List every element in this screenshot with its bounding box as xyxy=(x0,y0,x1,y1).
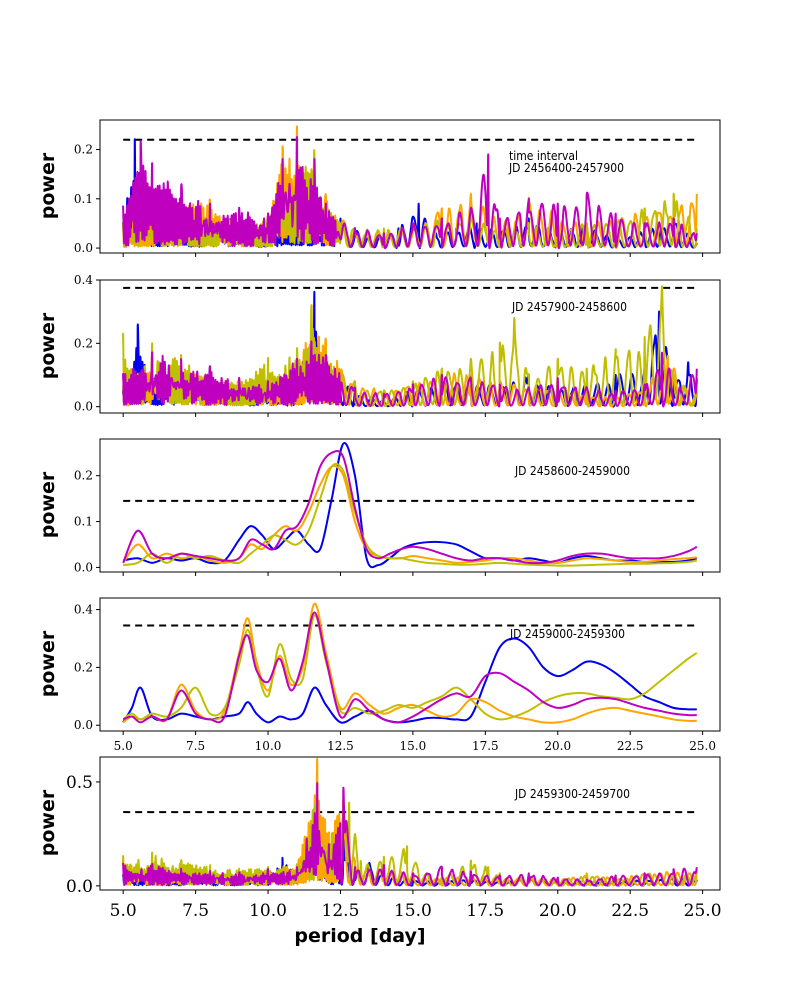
y-tick-label: 0.4 xyxy=(74,273,93,287)
y-tick-label: 0.4 xyxy=(74,603,93,617)
y-tick-label: 0.1 xyxy=(74,515,93,529)
axes-frame xyxy=(99,119,721,254)
x-tick-label: 12.5 xyxy=(322,901,360,921)
panel-annotation: JD 2457900-2458600 xyxy=(511,300,627,314)
x-tick-label: 15.0 xyxy=(394,901,432,921)
x-tick-label: 5.0 xyxy=(110,901,137,921)
y-tick-label: 0.0 xyxy=(74,718,93,732)
panel-annotation: JD 2459000-2459300 xyxy=(509,627,625,641)
panel-annotation: JD 2459300-2459700 xyxy=(514,787,630,801)
y-tick-label: 0.5 xyxy=(66,773,93,793)
series-blue xyxy=(122,442,698,569)
panel-5: 0.0 0.5 5.0 7.5 10.0 12.5 15.0 17.5 20.0 22.5 25.0… xyxy=(37,756,722,947)
series-group xyxy=(122,285,698,408)
series-olive xyxy=(122,614,698,721)
y-tick-label: 0.2 xyxy=(74,336,93,350)
x-tick-label: 22.5 xyxy=(617,739,644,753)
x-tick-label: 25.0 xyxy=(684,901,722,921)
x-axis-label: period [day] xyxy=(294,925,425,947)
series-magenta xyxy=(122,611,697,724)
x-tick-label: 15.0 xyxy=(400,739,427,753)
axes-frame xyxy=(99,438,721,573)
series-group xyxy=(122,757,698,888)
x-tick-label: 20.0 xyxy=(539,901,577,921)
series-magenta xyxy=(122,340,698,408)
panel-4: 0.0 0.2 0.4 5.0 7.5 10.0 12.5 15.0 17.5 20.0 22.5 2… xyxy=(37,597,721,753)
series-group xyxy=(122,442,698,569)
series-magenta xyxy=(122,450,698,565)
y-tick-label: 0.0 xyxy=(74,560,93,574)
y-tick-label: 0.2 xyxy=(74,143,93,157)
series-magenta xyxy=(122,136,698,250)
axes-frame xyxy=(99,597,721,732)
panel-3: 0.0 0.1 0.2 power JD 2458600-2459000 xyxy=(37,438,721,576)
series-olive xyxy=(123,462,697,567)
y-tick-label: 0.0 xyxy=(74,400,93,414)
y-axis-label: power xyxy=(37,312,59,379)
y-axis-label: power xyxy=(37,152,59,219)
series-blue xyxy=(122,637,697,724)
y-tick-label: 0.0 xyxy=(74,241,93,255)
x-tick-label: 17.5 xyxy=(472,739,499,753)
x-tick-label: 22.5 xyxy=(611,901,649,921)
panel-annotation: JD 2458600-2459000 xyxy=(514,464,630,478)
x-tick-label: 5.0 xyxy=(114,739,133,753)
x-tick-label: 25.0 xyxy=(689,739,716,753)
y-tick-label: 0.1 xyxy=(74,192,93,206)
panel-annotation: JD 2456400-2457900 xyxy=(508,161,624,175)
series-group xyxy=(122,602,698,724)
x-tick-label: 12.5 xyxy=(327,739,354,753)
x-tick-label: 17.5 xyxy=(466,901,504,921)
panel-2: 0.0 0.2 0.4 power JD 2457900-2458600 xyxy=(37,273,721,417)
x-tick-label: 20.0 xyxy=(544,739,571,753)
series-orange xyxy=(122,465,697,565)
series-orange xyxy=(122,602,697,724)
x-tick-label: 7.5 xyxy=(186,739,205,753)
y-tick-label: 0.0 xyxy=(66,877,93,897)
x-tick-label: 7.5 xyxy=(182,901,209,921)
axes-frame xyxy=(99,279,721,414)
y-axis-label: power xyxy=(37,630,59,697)
series-group xyxy=(122,125,698,250)
y-tick-label: 0.2 xyxy=(74,469,93,483)
series-magenta xyxy=(122,782,698,888)
x-tick-label: 10.0 xyxy=(255,739,282,753)
y-tick-label: 0.2 xyxy=(74,660,93,674)
x-tick-label: 10.0 xyxy=(249,901,287,921)
y-axis-label: power xyxy=(37,789,59,856)
axes-frame xyxy=(99,756,721,891)
panel-annotation: time interval xyxy=(509,149,578,163)
y-axis-label: power xyxy=(37,471,59,538)
